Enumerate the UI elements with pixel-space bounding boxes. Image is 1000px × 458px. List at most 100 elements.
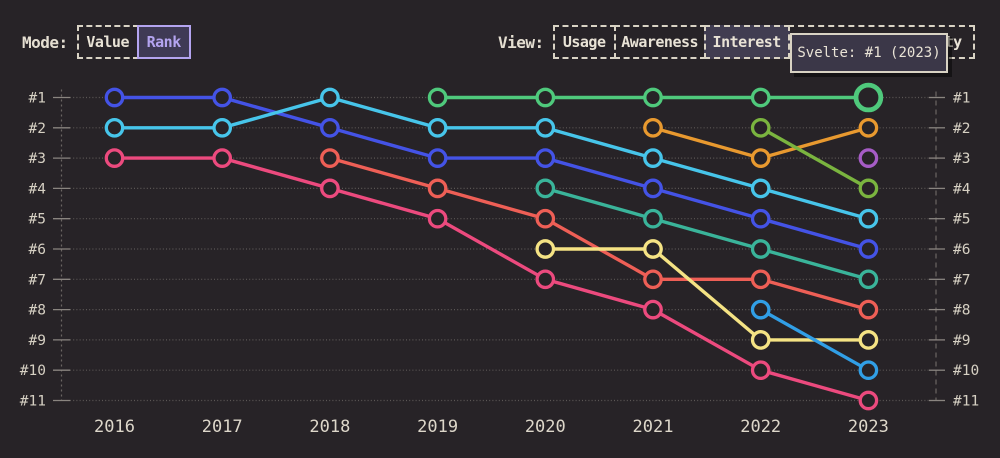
chart-point-series-teal[interactable] [858, 269, 879, 290]
chart-point-series-royal-blue[interactable] [104, 87, 125, 108]
chart-point-series-pink[interactable] [750, 360, 771, 381]
series-line-series-sky-blue [759, 307, 871, 372]
rank-label-right: #5 [953, 212, 970, 228]
controls-bar: Mode: Value Rank View: Usage Awareness I… [0, 0, 1000, 70]
chart-point-series-royal-blue[interactable] [750, 208, 771, 229]
series-line-series-salmon [328, 156, 871, 312]
chart-point-series-amber[interactable] [643, 117, 663, 138]
rank-label-left: #11 [20, 394, 46, 410]
rank-label-left: #10 [20, 363, 46, 379]
rank-label-right: #2 [953, 121, 970, 137]
x-axis-year-label: 2022 [740, 417, 781, 437]
chart-point-series-teal[interactable] [643, 208, 663, 229]
chart-point-series-salmon[interactable] [750, 269, 771, 290]
chart-point-series-pink[interactable] [104, 148, 125, 168]
chart-point-series-royal-blue[interactable] [858, 239, 879, 259]
rank-label-left: #6 [29, 242, 46, 258]
chart-point-series-lime[interactable] [858, 178, 879, 199]
chart-point-series-royal-blue[interactable] [535, 148, 556, 168]
series-line-series-royal-blue [112, 95, 871, 251]
rank-label-right: #7 [953, 272, 970, 288]
view-option-usage[interactable]: Usage [552, 25, 616, 59]
chart-point-series-pink[interactable] [643, 299, 663, 320]
hover-tooltip: Svelte: #1 (2023) [790, 33, 948, 73]
mode-option-rank[interactable]: Rank [136, 25, 191, 59]
x-axis-year-label: 2018 [309, 417, 350, 437]
rank-label-right: #3 [953, 151, 970, 167]
x-axis-year-label: 2021 [633, 417, 674, 437]
chart-point-series-pink[interactable] [212, 148, 233, 168]
rank-label-right: #6 [953, 242, 970, 258]
chart-point-series-salmon[interactable] [320, 148, 340, 168]
rank-label-left: #3 [29, 151, 46, 167]
x-axis-year-label: 2016 [94, 417, 135, 437]
chart-point-series-amber[interactable] [858, 117, 879, 138]
chart-point-series-cyan[interactable] [427, 117, 448, 138]
chart-point-series-pink[interactable] [427, 208, 448, 229]
chart-point-series-cyan[interactable] [535, 117, 556, 138]
chart-point-series-cyan[interactable] [104, 117, 125, 138]
mode-toggle: Value Rank [76, 25, 191, 59]
chart-point-series-purple[interactable] [858, 148, 879, 168]
view-option-awareness[interactable]: Awareness [613, 25, 706, 59]
chart-point-series-cyan[interactable] [212, 117, 233, 138]
chart-point-series-cyan[interactable] [858, 208, 879, 229]
chart-point-series-sky-blue[interactable] [858, 360, 879, 381]
chart-point-series-cyan[interactable] [750, 178, 771, 199]
x-axis-year-label: 2019 [417, 417, 458, 437]
view-control: View: Usage Awareness Interest Positivit… [498, 25, 975, 59]
chart-point-series-yellow[interactable] [535, 239, 556, 259]
tooltip-text: Svelte: #1 (2023) [797, 45, 941, 61]
chart-point-series-sky-blue[interactable] [750, 299, 771, 320]
series-line-series-pink [112, 156, 871, 403]
chart-point-highlighted-Svelte[interactable] [853, 82, 884, 113]
mode-control: Mode: Value Rank [22, 25, 191, 59]
chart-point-series-pink[interactable] [535, 269, 556, 290]
chart-point-series-royal-blue[interactable] [427, 148, 448, 168]
chart-point-series-yellow[interactable] [750, 330, 771, 350]
rank-label-right: #1 [953, 91, 970, 107]
rank-label-left: #7 [29, 272, 46, 288]
x-axis-year-label: 2017 [202, 417, 243, 437]
series-line-series-cyan [112, 95, 871, 221]
chart-point-series-cyan[interactable] [643, 148, 663, 168]
chart-point-Svelte[interactable] [535, 87, 556, 108]
series-line-series-teal [543, 186, 871, 281]
rank-label-left: #4 [29, 181, 47, 197]
view-option-interest[interactable]: Interest [703, 25, 790, 59]
rank-label-left: #5 [29, 212, 46, 228]
rank-label-right: #11 [953, 394, 979, 410]
x-axis-year-label: 2020 [525, 417, 566, 437]
chart-point-series-salmon[interactable] [858, 299, 879, 320]
rank-label-right: #8 [953, 303, 970, 319]
chart-point-series-salmon[interactable] [535, 208, 556, 229]
mode-label: Mode: [22, 32, 68, 52]
rank-label-right: #10 [953, 363, 979, 379]
chart-point-series-amber[interactable] [750, 148, 771, 168]
chart-point-series-royal-blue[interactable] [212, 87, 233, 108]
chart-point-series-salmon[interactable] [427, 178, 448, 199]
chart-point-series-salmon[interactable] [643, 269, 663, 290]
series-line-series-lime [759, 126, 871, 191]
rank-label-right: #4 [953, 181, 971, 197]
chart-point-series-yellow[interactable] [858, 330, 879, 350]
rank-label-left: #9 [29, 333, 46, 349]
chart-point-series-lime[interactable] [750, 117, 771, 138]
rank-label-left: #1 [29, 91, 46, 107]
view-label: View: [498, 32, 544, 52]
chart-point-series-cyan[interactable] [320, 87, 340, 108]
chart-point-series-royal-blue[interactable] [643, 178, 663, 199]
chart-point-series-teal[interactable] [535, 178, 556, 199]
chart-point-series-yellow[interactable] [643, 239, 663, 259]
chart-point-Svelte[interactable] [750, 87, 771, 108]
chart-point-Svelte[interactable] [643, 87, 663, 108]
mode-option-value[interactable]: Value [76, 25, 139, 59]
chart-point-series-pink[interactable] [858, 390, 879, 411]
x-axis-year-label: 2023 [848, 417, 889, 437]
chart-point-series-pink[interactable] [320, 178, 340, 199]
chart-point-Svelte[interactable] [427, 87, 448, 108]
chart-point-series-teal[interactable] [750, 239, 771, 259]
chart-point-series-royal-blue[interactable] [320, 117, 340, 138]
